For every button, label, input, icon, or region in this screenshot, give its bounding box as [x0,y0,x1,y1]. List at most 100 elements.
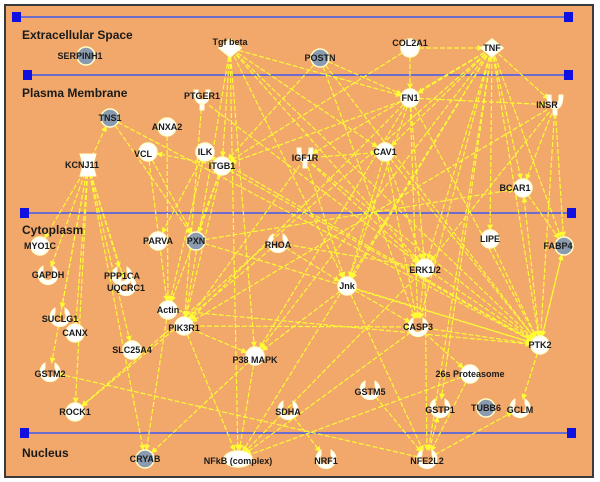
node-fn1[interactable]: FN1 [400,88,420,108]
node-slc25a4[interactable]: SLC25A4 [112,340,152,360]
node-vcl[interactable]: VCL [134,142,158,162]
node-gapdh[interactable]: GAPDH [32,265,65,286]
node-label: NFkB (complex) [204,456,273,466]
edge-nfe2l2-to-gclm [434,411,513,456]
edge-cav1-to-ptk2 [390,158,535,339]
node-gclm[interactable]: GCLM [507,398,534,419]
node-bcar1[interactable]: BCAR1 [499,178,533,198]
edge-postn-to-fn1 [327,61,403,95]
edge-tgfb-to-fn1 [238,49,402,98]
edge-pik3r1-to-p38mapk [192,328,248,354]
node-tns1[interactable]: TNS1 [98,108,122,128]
node-label: ANXA2 [152,122,183,132]
node-anxa2[interactable]: ANXA2 [152,117,183,137]
node-tnf[interactable]: TNF [479,38,505,58]
node-nrf1[interactable]: NRF1 [314,449,338,470]
node-rhoa[interactable]: RHOA [265,233,292,254]
edge-jnk-to-ptk2 [355,288,532,344]
edge-kcnj11-to-canx [73,173,88,325]
node-shape [158,300,178,320]
node-label: ILK [198,147,213,157]
node-jnk[interactable]: Jnk [337,276,357,296]
node-erk12[interactable]: ERK1/2 [409,258,441,278]
left-marker [20,428,29,438]
node-label: GSTM2 [34,369,65,379]
node-pxn[interactable]: PXN [186,231,206,251]
node-label: CRYAB [130,454,161,464]
edges-layer [44,45,567,458]
node-col2a1[interactable]: COL2A1 [392,38,428,58]
node-shape [513,178,533,198]
node-p38mapk[interactable]: P38 MAPK [232,346,278,366]
node-cryab[interactable]: CRYAB [130,449,161,469]
edge-anxa2-to-actin [164,135,171,302]
edge-postn-to-ptk2 [324,64,536,339]
node-casp3[interactable]: CASP3 [403,317,433,338]
node-rock1[interactable]: ROCK1 [59,402,91,422]
node-fabp4[interactable]: FABP4 [543,236,574,256]
plasma-membrane-line [23,70,573,80]
node-uqcrc1[interactable]: UQCRC1 [107,276,145,297]
edge-col2a1-to-itgb1 [229,52,403,162]
node-ilk[interactable]: ILK [195,142,215,162]
node-shape [195,142,215,162]
right-marker [567,428,576,438]
extracellular-top-line [12,12,573,22]
node-nfe2l2[interactable]: NFE2L2 [410,449,444,470]
edge-tns1-to-ptk2 [117,121,533,342]
node-pik3r1[interactable]: PIK3R1 [168,316,200,336]
node-label: PPP1CA [104,271,141,281]
node-label: Actin [157,305,180,315]
compartment-label-extracellular: Extracellular Space [22,28,133,42]
node-label: 26s Proteasome [435,369,504,379]
node-shape [546,94,564,116]
edge-lipe-to-ptk2 [493,246,537,338]
nucleus-line [20,428,576,438]
node-actin[interactable]: Actin [157,300,180,320]
node-label: KCNJ11 [65,160,99,170]
node-nfkb[interactable]: NFkB (complex) [204,450,273,468]
node-lipe[interactable]: LIPE [480,229,500,249]
node-serpinh1[interactable]: SERPINH1 [57,46,103,66]
node-itgb1[interactable]: ITGB1 [209,156,236,176]
node-label: GAPDH [32,270,65,280]
edge-fn1-to-insr [418,97,547,108]
node-sdha[interactable]: SDHA [275,400,301,421]
edge-jnk-to-nfe2l2 [350,293,424,452]
node-insr[interactable]: INSR [536,94,564,116]
edge-tnf-to-insr [498,53,549,100]
edge-vcl-to-pxn [151,159,193,234]
node-tgfb[interactable]: Tgf beta [213,37,249,58]
edge-cav1-to-casp3 [386,160,419,319]
node-tubb6[interactable]: TUBB6 [471,398,501,418]
edge-itgb1-to-ptk2 [229,169,533,342]
node-canx[interactable]: CANX [62,323,88,343]
node-shape [157,117,177,137]
node-label: FABP4 [543,241,572,251]
node-shape [416,449,438,470]
node-gstm5[interactable]: GSTM5 [354,380,386,401]
node-kcnj11[interactable]: KCNJ11 [65,153,99,177]
node-label: GCLM [507,405,534,415]
node-proteasome[interactable]: 26s Proteasome [435,364,505,384]
node-igf1r[interactable]: IGF1R [292,147,319,169]
node-cav1[interactable]: CAV1 [373,142,397,162]
node-ptger1[interactable]: PTGER1 [184,89,220,111]
node-parva[interactable]: PARVA [143,231,174,251]
edge-actin-to-ptk2 [176,310,532,347]
node-label: TNF [483,43,501,53]
node-shape [277,400,299,421]
node-label: SDHA [275,407,301,417]
node-myo1c[interactable]: MYO1C [24,236,57,256]
edge-erk12-to-ptk2 [432,272,534,341]
edge-rhoa-to-jnk [285,247,340,282]
compartment-label-cytoplasm: Cytoplasm [22,223,84,237]
node-gstp1[interactable]: GSTP1 [425,398,455,419]
node-suclg1[interactable]: SUCLG1 [42,307,79,328]
node-label: INSR [536,100,558,110]
edge-jnk-to-casp3 [354,289,411,324]
node-ptk2[interactable]: PTK2 [528,335,552,355]
node-gstm2[interactable]: GSTM2 [34,362,66,383]
node-postn[interactable]: POSTN [304,48,336,68]
